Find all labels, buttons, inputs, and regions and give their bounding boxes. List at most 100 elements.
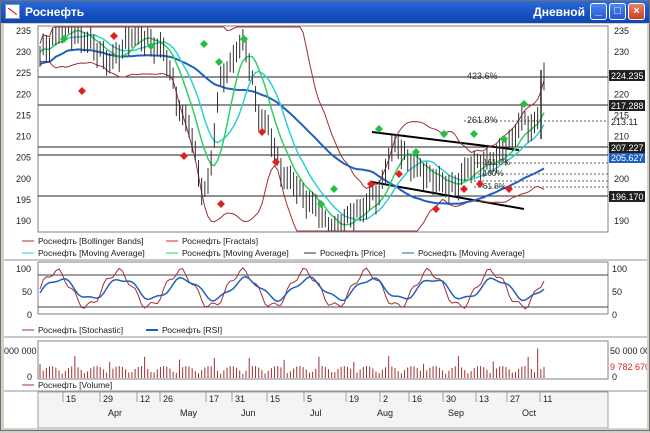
fractal-up-marker <box>375 125 383 133</box>
osc-tick: 100 <box>612 264 627 274</box>
fractal-up-marker <box>60 35 68 43</box>
price-label-box <box>609 100 645 111</box>
fib-label: 161.8% <box>483 158 510 167</box>
fractal-down-marker <box>110 32 118 40</box>
support-resistance-lines <box>38 76 608 197</box>
price-y-tick: 230 <box>614 47 629 57</box>
osc-tick: 50 <box>612 287 622 297</box>
fractal-up-marker <box>500 135 508 143</box>
osc-tick: 0 <box>612 310 617 320</box>
bollinger-upper <box>39 26 545 190</box>
price-label: 224.235 <box>611 71 644 81</box>
rsi-line <box>39 275 545 303</box>
minimize-icon: _ <box>595 5 602 17</box>
price-y-tick: 235 <box>16 26 31 36</box>
price-y-tick: 235 <box>614 26 629 36</box>
price-label: 205.627 <box>611 153 644 163</box>
moving-average-line <box>39 29 545 226</box>
x-day-label: 30 <box>446 394 456 404</box>
x-day-label: 13 <box>479 394 489 404</box>
fractal-up-marker <box>147 42 155 50</box>
fractal-down-marker <box>432 205 440 213</box>
price-y-tick: 190 <box>16 216 31 226</box>
legend-label: Роснефть [Moving Average] <box>182 248 289 258</box>
trend-line-upper[interactable] <box>371 131 520 151</box>
legend-label: Роснефть [Moving Average] <box>38 248 145 258</box>
restore-icon: □ <box>614 5 621 17</box>
price-label-box <box>609 191 645 202</box>
fractal-up-marker <box>412 148 420 156</box>
x-day-label: 16 <box>412 394 422 404</box>
x-month-label: Oct <box>522 408 537 418</box>
x-day-label: 15 <box>66 394 76 404</box>
title-bar[interactable]: Роснефть Дневной _ □ × <box>1 1 649 23</box>
fractal-up-marker <box>317 200 325 208</box>
x-day-label: 27 <box>510 394 520 404</box>
fractal-down-marker <box>460 185 468 193</box>
price-legend: Роснефть [Bollinger Bands] Роснефть [Fra… <box>22 236 525 258</box>
x-day-label: 12 <box>140 394 150 404</box>
x-day-label: 5 <box>307 394 312 404</box>
x-day-label: 29 <box>103 394 113 404</box>
price-label: 196.170 <box>611 192 644 202</box>
price-label: 217.288 <box>611 101 644 111</box>
price-label-box <box>609 70 645 81</box>
legend-label: Роснефть [Volume] <box>38 380 112 390</box>
maximize-button[interactable]: □ <box>609 3 626 20</box>
fractal-down-marker <box>258 128 266 136</box>
moving-average-green-series <box>39 29 545 226</box>
close-button[interactable]: × <box>628 3 645 20</box>
volume-plot-frame <box>37 340 609 380</box>
bollinger-bands-series <box>39 26 545 232</box>
fractal-up-marker <box>215 58 223 66</box>
fib-label: 61.8% <box>483 182 506 191</box>
window-title: Роснефть <box>25 5 85 19</box>
fractal-down-marker <box>367 180 375 188</box>
x-month-label: Jun <box>241 408 256 418</box>
fractal-down-marker <box>217 200 225 208</box>
price-y-tick: 195 <box>16 195 31 205</box>
legend-label: Роснефть [Stochastic] <box>38 325 123 335</box>
x-axis-area <box>37 391 609 429</box>
x-day-label: 19 <box>349 394 359 404</box>
price-y-tick: 220 <box>614 89 629 99</box>
oscillator-plot-frame <box>37 261 609 315</box>
minimize-button[interactable]: _ <box>590 3 607 20</box>
chart-area[interactable]: 235 230 225 220 215 210 205 200 195 190 235 230 220… <box>4 24 650 429</box>
price-y-tick: 215 <box>16 110 31 120</box>
x-month-label: Jul <box>310 408 322 418</box>
x-month-label: Apr <box>108 408 122 418</box>
x-month-label: Sep <box>448 408 464 418</box>
chart-app-icon[interactable] <box>5 4 20 19</box>
moving-average-blue-series <box>39 48 545 205</box>
fractal-down-marker <box>476 180 484 188</box>
price-label: 207.227 <box>611 143 644 153</box>
x-month-label: May <box>180 408 198 418</box>
volume-tick: 000 000 <box>4 346 37 356</box>
fractals-series <box>60 32 528 213</box>
price-label-box <box>609 142 645 153</box>
price-y-tick: 210 <box>16 132 31 142</box>
x-day-label: 11 <box>543 394 552 404</box>
oscillator-y-axis: 100 50 0 100 50 0 <box>16 264 627 320</box>
fractal-down-marker <box>395 170 403 178</box>
price-y-tick: 205 <box>16 153 31 163</box>
stochastic-line <box>39 267 545 310</box>
fib-label: 261.8% <box>467 115 498 125</box>
x-day-label: 26 <box>163 394 173 404</box>
fractal-up-marker <box>520 100 528 108</box>
period-label: Дневной <box>533 5 585 19</box>
legend-label: Роснефть [RSI] <box>162 325 222 335</box>
legend-label: Роснефть [Fractals] <box>182 236 258 246</box>
x-day-label: 15 <box>270 394 280 404</box>
x-month-label: Aug <box>377 408 393 418</box>
moving-average-cyan-series <box>39 34 545 221</box>
legend-label: Роснефть [Moving Average] <box>418 248 525 258</box>
x-day-label: 17 <box>209 394 219 404</box>
close-icon: × <box>633 5 640 17</box>
price-y-tick: 225 <box>16 68 31 78</box>
time-axis[interactable]: 15 29 12 26 17 31 15 5 19 2 16 30 13 27 11 Apr May Jun Jul… <box>62 392 552 418</box>
fractal-down-marker <box>505 185 513 193</box>
